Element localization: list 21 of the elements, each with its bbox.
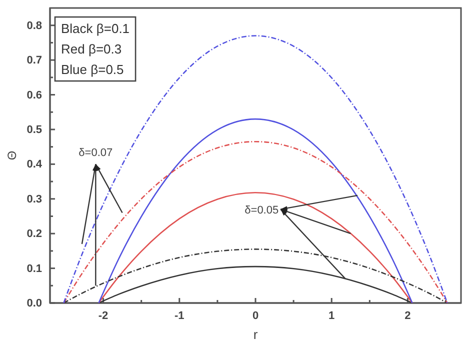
x-tick-label: -1 [174, 310, 184, 322]
x-tick-label: 0 [252, 310, 259, 322]
annotation: δ=0.07 [78, 147, 113, 160]
y-tick-label: 0.3 [26, 193, 42, 206]
x-axis-title: r [253, 327, 258, 342]
y-tick-label: 0.7 [26, 54, 42, 67]
y-tick-label: 0.8 [26, 20, 42, 32]
y-tick-label: 0.6 [26, 89, 42, 102]
y-axis-title: Θ [5, 150, 19, 160]
x-tick-label: -2 [98, 310, 108, 322]
y-tick-label: 0.0 [26, 298, 42, 310]
y-tick-label: 0.1 [26, 262, 42, 275]
annotation: Blue β=0.5 [61, 62, 124, 77]
x-tick-label: 1 [328, 310, 335, 322]
y-tick-label: 0.5 [26, 124, 42, 136]
annotation: Red β=0.3 [61, 42, 122, 56]
annotation: δ=0.05 [244, 204, 279, 216]
annotation: Black β=0.1 [61, 21, 130, 36]
y-tick-label: 0.4 [26, 158, 43, 171]
y-tick-label: 0.2 [26, 228, 42, 240]
x-tick-label: 2 [404, 310, 411, 322]
